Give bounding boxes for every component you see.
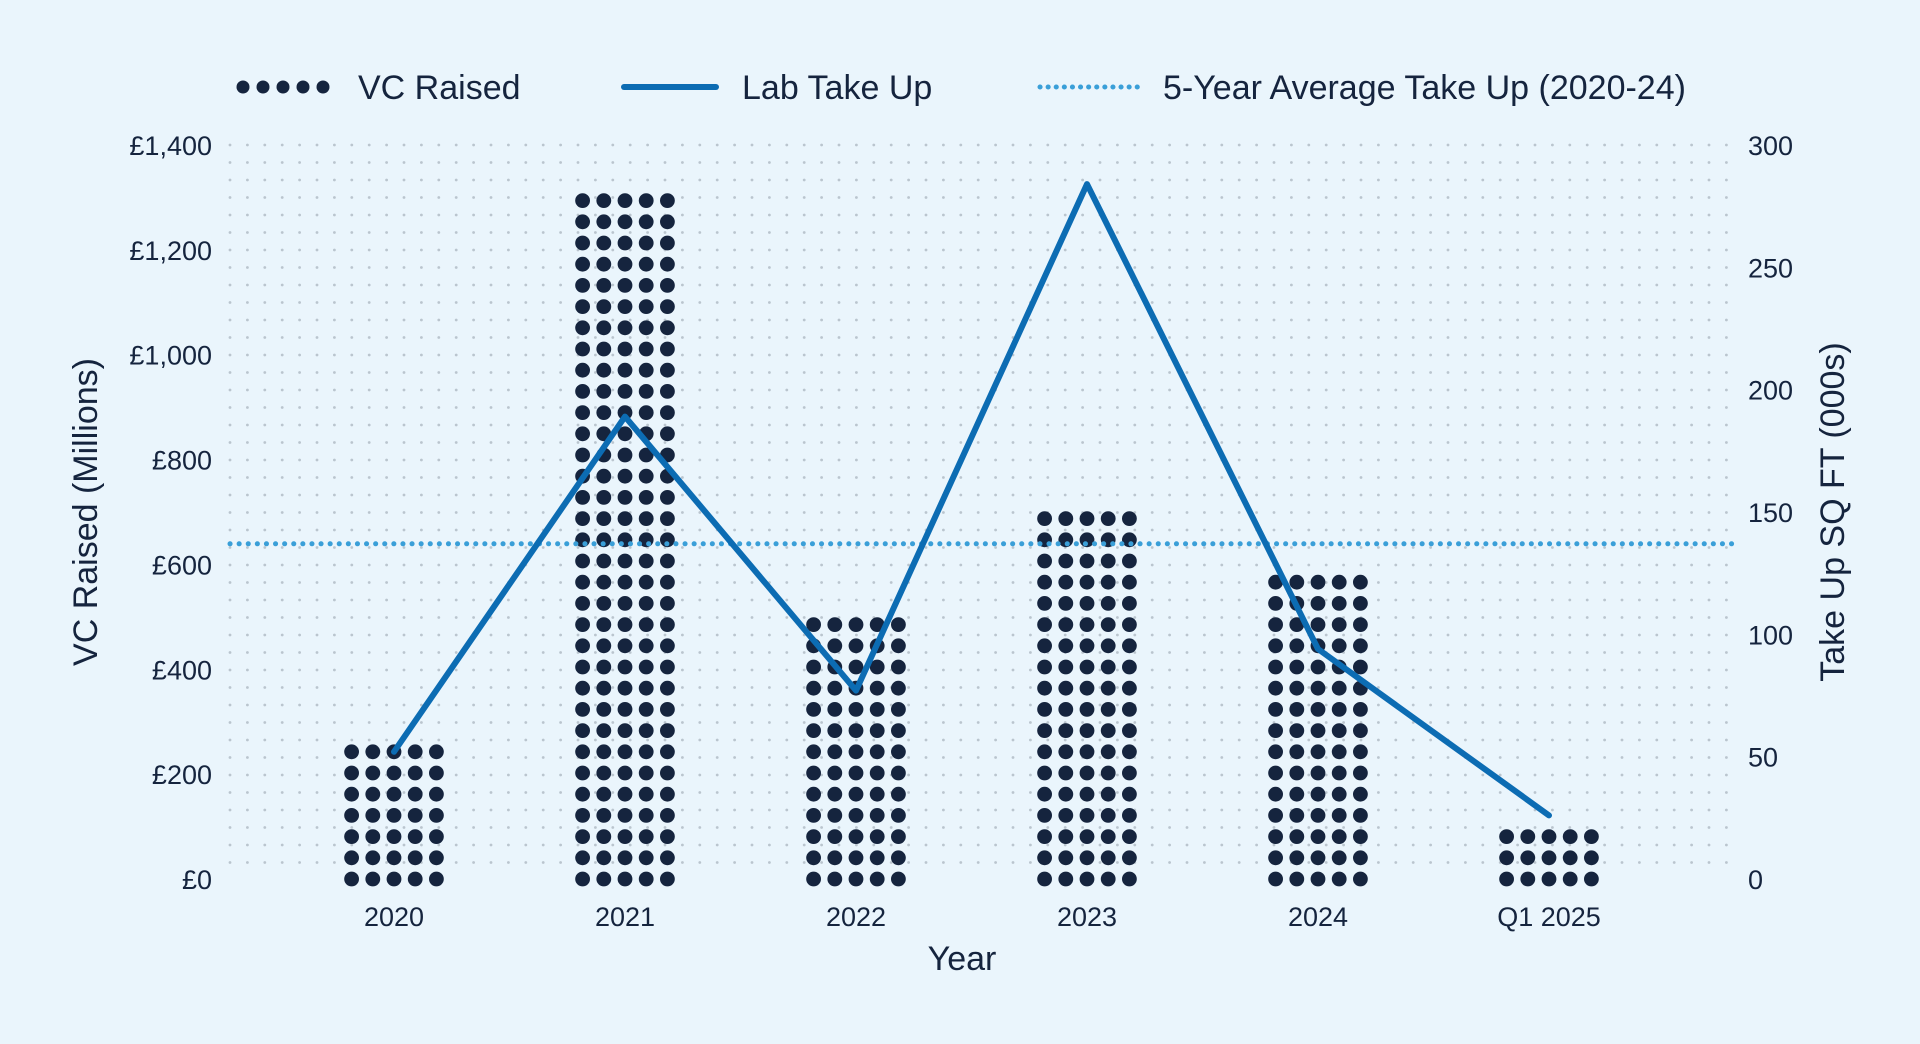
legend-label: VC Raised xyxy=(358,69,521,107)
legend-item-lab-take-up: Lab Take Up xyxy=(621,69,932,107)
y2-tick-label: 150 xyxy=(1748,498,1793,528)
y2-tick-label: 100 xyxy=(1748,620,1793,650)
bar-2020 xyxy=(344,744,444,887)
y-tick-label: £200 xyxy=(152,760,212,790)
bar-2021 xyxy=(575,193,675,887)
legend-item-vc-raised: VC Raised xyxy=(236,69,521,107)
y2-tick-label: 50 xyxy=(1748,743,1778,773)
y-tick-label: £400 xyxy=(152,655,212,685)
bar-q1-2025 xyxy=(1499,829,1599,887)
y-tick-label: £800 xyxy=(152,446,212,476)
y2-tick-label: 300 xyxy=(1748,131,1793,161)
y2-axis-title: Take Up SQ FT (000s) xyxy=(1814,342,1852,682)
grid-dots xyxy=(228,143,1728,864)
bar-2023 xyxy=(1037,511,1137,887)
legend: VC Raised Lab Take Up 5-Year Average Take … xyxy=(236,69,1686,107)
y-axis-title: VC Raised (Millions) xyxy=(67,358,105,666)
x-tick-label: 2020 xyxy=(364,902,424,932)
x-tick-label: 2023 xyxy=(1057,902,1117,932)
x-tick-label: 2022 xyxy=(826,902,886,932)
y2-tick-label: 0 xyxy=(1748,865,1763,895)
bar-2024 xyxy=(1268,574,1368,887)
lab-take-up-line xyxy=(391,181,1552,819)
dots-icon xyxy=(236,80,330,94)
y-tick-label: £1,000 xyxy=(129,341,212,371)
axes: £0 £200 £400 £600 £800 £1,000 £1,200 £1,400 0 50 1… xyxy=(67,131,1852,978)
x-tick-label: Q1 2025 xyxy=(1497,902,1601,932)
take-up-line-layer xyxy=(391,181,1552,819)
y-tick-label: £1,400 xyxy=(129,131,212,161)
y-tick-label: £600 xyxy=(152,550,212,580)
y2-tick-label: 200 xyxy=(1748,376,1793,406)
bar-2022 xyxy=(806,617,906,887)
vc-raised-bars xyxy=(344,193,1599,887)
y2-tick-label: 250 xyxy=(1748,253,1793,283)
x-tick-label: 2021 xyxy=(595,902,655,932)
legend-label: 5-Year Average Take Up (2020-24) xyxy=(1163,69,1686,107)
x-axis-title: Year xyxy=(928,940,997,978)
x-tick-label: 2024 xyxy=(1288,902,1348,932)
y-tick-label: £1,200 xyxy=(129,236,212,266)
legend-label: Lab Take Up xyxy=(742,69,932,107)
legend-item-average: 5-Year Average Take Up (2020-24) xyxy=(1037,69,1686,107)
y-tick-label: £0 xyxy=(182,865,212,895)
